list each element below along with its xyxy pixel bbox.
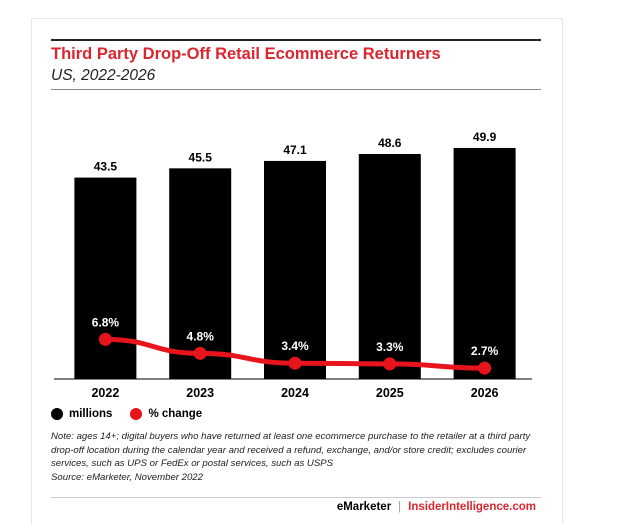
point-label-2025: 3.3% — [376, 340, 404, 354]
bar-2022 — [74, 177, 137, 379]
footer-brand-insider-intelligence: InsiderIntelligence.com — [408, 501, 536, 513]
point-label-2024: 3.4% — [281, 339, 309, 353]
point-2024 — [288, 356, 302, 370]
x-tick-2023: 2023 — [186, 386, 214, 400]
bar-label-2026: 49.9 — [473, 130, 497, 144]
footer: eMarketer | InsiderIntelligence.com — [337, 501, 536, 513]
x-tick-2024: 2024 — [281, 386, 309, 400]
legend-swatch-millions — [51, 408, 63, 420]
point-2023 — [193, 346, 207, 360]
x-tick-2026: 2026 — [471, 386, 499, 400]
x-tick-2022: 2022 — [91, 386, 119, 400]
bar-label-2023: 45.5 — [189, 150, 213, 164]
chart-subtitle: US, 2022-2026 — [51, 67, 156, 84]
point-2026 — [478, 361, 492, 375]
point-2025 — [383, 357, 397, 371]
footer-rule — [51, 497, 541, 498]
point-label-2022: 6.8% — [92, 315, 120, 329]
footer-brand-emarketer: eMarketer — [336, 501, 392, 513]
bar-2025 — [358, 153, 421, 379]
chart-title: Third Party Drop-Off Retail Ecommerce Re… — [51, 45, 441, 63]
point-label-2026: 2.7% — [471, 344, 499, 358]
subtitle-rule — [51, 89, 541, 90]
point-label-2023: 4.8% — [187, 329, 215, 343]
note-text: Note: ages 14+; digital buyers who have … — [51, 431, 531, 470]
legend-label-percent-change: % change — [148, 408, 203, 420]
source-text: Source: eMarketer, November 2022 — [51, 471, 203, 483]
legend-label-millions: millions — [69, 408, 113, 420]
bar-label-2022: 43.5 — [94, 160, 118, 174]
x-tick-2025: 2025 — [376, 386, 404, 400]
bar-2024 — [264, 160, 326, 379]
legend: millions % change — [51, 405, 220, 423]
bar-2026 — [453, 147, 516, 379]
top-rule — [51, 39, 541, 41]
legend-item-millions: millions — [51, 408, 112, 420]
legend-item-percent-change: % change — [130, 408, 202, 420]
bar-2023 — [169, 168, 232, 379]
legend-swatch-percent-change — [130, 408, 143, 420]
chart-notes: Note: ages 14+; digital buyers who have … — [51, 430, 531, 484]
bar-label-2025: 48.6 — [378, 136, 402, 150]
bar-label-2024: 47.1 — [283, 143, 307, 157]
point-2022 — [98, 332, 112, 346]
footer-separator: | — [398, 501, 402, 513]
